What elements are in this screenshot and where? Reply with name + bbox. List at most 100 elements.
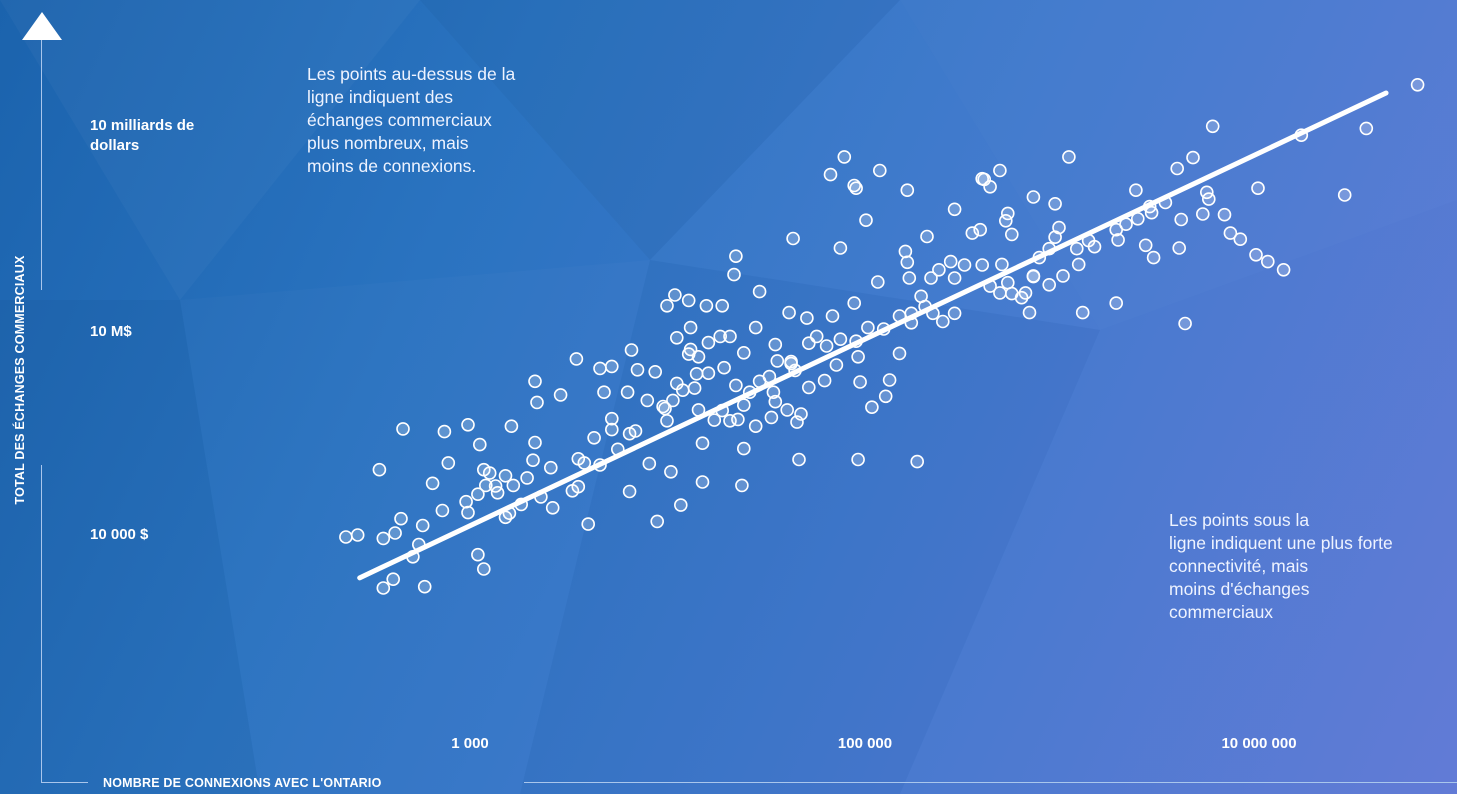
data-point bbox=[771, 355, 783, 367]
data-point bbox=[531, 396, 543, 408]
data-point bbox=[527, 454, 539, 466]
data-point bbox=[830, 359, 842, 371]
data-point bbox=[933, 264, 945, 276]
data-point bbox=[417, 520, 429, 532]
data-point bbox=[966, 227, 978, 239]
data-point bbox=[730, 379, 742, 391]
data-point bbox=[630, 425, 642, 437]
data-point bbox=[1002, 207, 1014, 219]
data-point bbox=[529, 437, 541, 449]
data-point bbox=[884, 374, 896, 386]
data-point bbox=[566, 485, 578, 497]
data-point bbox=[781, 404, 793, 416]
data-point bbox=[911, 456, 923, 468]
data-point bbox=[665, 466, 677, 478]
data-point bbox=[624, 486, 636, 498]
y-tick-label-10m: 10 M$ bbox=[90, 322, 132, 342]
data-point bbox=[1197, 208, 1209, 220]
x-axis-title: NOMBRE DE CONNEXIONS AVEC L'ONTARIO bbox=[103, 776, 382, 790]
data-point bbox=[606, 360, 618, 372]
data-point bbox=[1043, 279, 1055, 291]
data-point bbox=[976, 173, 988, 185]
data-point bbox=[783, 307, 795, 319]
data-point bbox=[529, 375, 541, 387]
data-point bbox=[793, 454, 805, 466]
data-point bbox=[921, 231, 933, 243]
data-point bbox=[718, 362, 730, 374]
data-point bbox=[945, 256, 957, 268]
data-point bbox=[1049, 198, 1061, 210]
data-point bbox=[352, 529, 364, 541]
x-tick-label-1000: 1 000 bbox=[451, 735, 489, 752]
data-point bbox=[866, 401, 878, 413]
data-point bbox=[671, 332, 683, 344]
data-point bbox=[700, 300, 712, 312]
data-point bbox=[462, 507, 474, 519]
data-point bbox=[641, 394, 653, 406]
data-point bbox=[472, 488, 484, 500]
data-point bbox=[848, 297, 860, 309]
data-point bbox=[738, 443, 750, 455]
data-point bbox=[1053, 222, 1065, 234]
y-tick-label-10b: 10 milliards de dollars bbox=[90, 116, 240, 156]
data-point bbox=[622, 386, 634, 398]
data-point bbox=[697, 437, 709, 449]
data-point bbox=[976, 259, 988, 271]
data-point bbox=[397, 423, 409, 435]
data-point bbox=[702, 337, 714, 349]
data-point bbox=[899, 245, 911, 257]
data-point bbox=[677, 384, 689, 396]
data-point bbox=[834, 242, 846, 254]
data-point bbox=[1171, 163, 1183, 175]
data-point bbox=[716, 300, 728, 312]
data-point bbox=[874, 165, 886, 177]
data-point bbox=[937, 316, 949, 328]
data-point bbox=[1063, 151, 1075, 163]
data-point bbox=[825, 169, 837, 181]
data-point bbox=[834, 333, 846, 345]
data-point bbox=[750, 420, 762, 432]
data-point bbox=[732, 413, 744, 425]
data-point bbox=[769, 339, 781, 351]
data-point bbox=[1203, 193, 1215, 205]
data-point bbox=[949, 307, 961, 319]
data-point bbox=[1262, 256, 1274, 268]
data-point bbox=[1140, 239, 1152, 251]
data-point bbox=[594, 362, 606, 374]
data-point bbox=[387, 573, 399, 585]
data-point bbox=[819, 375, 831, 387]
data-point bbox=[626, 344, 638, 356]
data-point bbox=[474, 439, 486, 451]
data-point bbox=[442, 457, 454, 469]
data-point bbox=[728, 269, 740, 281]
data-point bbox=[436, 505, 448, 517]
data-point bbox=[903, 272, 915, 284]
y-axis-title: TOTAL DES ÉCHANGES COMMERCIAUX bbox=[13, 255, 27, 504]
data-point bbox=[736, 479, 748, 491]
data-point bbox=[811, 330, 823, 342]
data-point bbox=[484, 467, 496, 479]
data-point bbox=[1252, 182, 1264, 194]
data-point bbox=[395, 513, 407, 525]
data-point bbox=[754, 286, 766, 298]
data-point bbox=[862, 322, 874, 334]
data-point bbox=[606, 413, 618, 425]
data-point bbox=[675, 499, 687, 511]
data-point bbox=[1224, 227, 1236, 239]
data-point bbox=[505, 420, 517, 432]
data-point bbox=[803, 381, 815, 393]
data-point bbox=[507, 479, 519, 491]
data-point bbox=[850, 182, 862, 194]
data-point bbox=[1077, 307, 1089, 319]
data-point bbox=[730, 250, 742, 262]
data-point bbox=[738, 347, 750, 359]
data-point bbox=[661, 300, 673, 312]
data-point bbox=[949, 272, 961, 284]
data-point bbox=[880, 390, 892, 402]
data-point bbox=[1057, 270, 1069, 282]
data-point bbox=[765, 411, 777, 423]
data-point bbox=[377, 582, 389, 594]
data-point bbox=[821, 340, 833, 352]
data-point bbox=[598, 386, 610, 398]
data-point bbox=[472, 549, 484, 561]
